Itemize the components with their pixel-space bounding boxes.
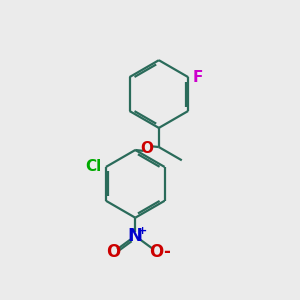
Text: O: O (141, 141, 154, 156)
Text: O: O (149, 243, 163, 261)
Text: +: + (138, 226, 147, 236)
Text: O: O (106, 243, 120, 261)
Text: Cl: Cl (85, 159, 101, 174)
Text: F: F (193, 70, 203, 85)
Text: N: N (128, 227, 143, 245)
Text: -: - (163, 243, 170, 261)
